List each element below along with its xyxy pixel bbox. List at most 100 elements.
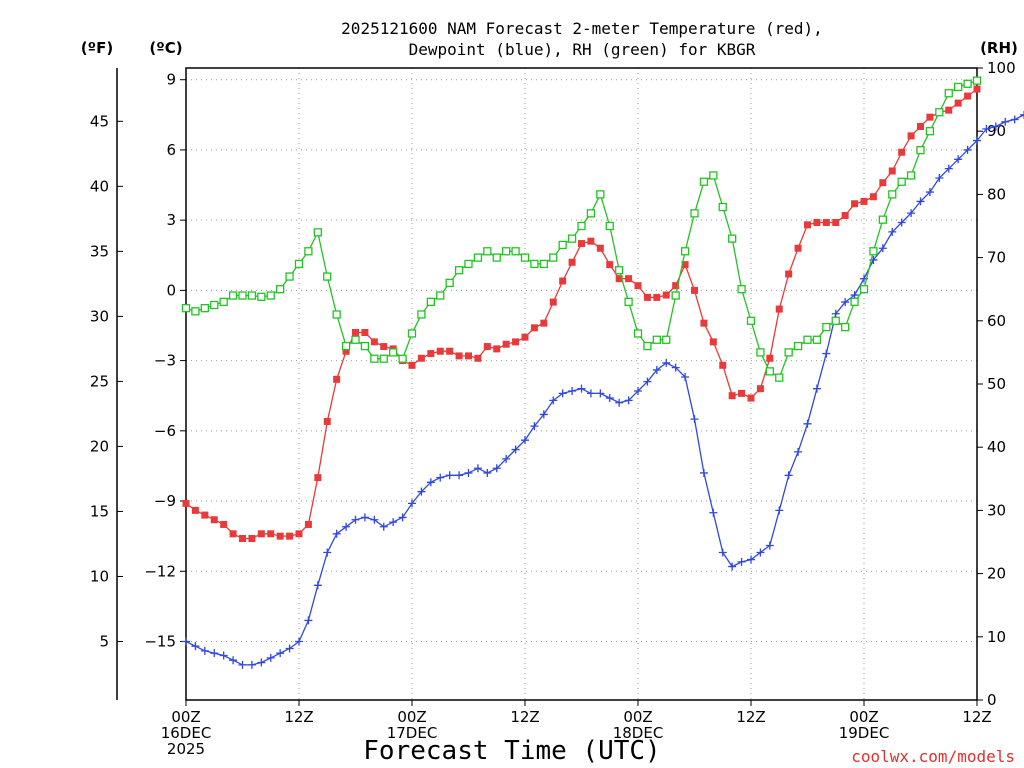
data-point xyxy=(587,237,595,245)
data-point xyxy=(530,259,539,269)
data-point xyxy=(784,348,793,357)
data-point xyxy=(690,415,699,424)
fahrenheit-tick-label: 35 xyxy=(90,242,109,260)
data-point xyxy=(483,247,492,256)
data-point xyxy=(699,468,708,477)
data-point xyxy=(182,637,190,646)
data-point xyxy=(596,190,605,199)
data-point xyxy=(181,304,191,313)
data-point xyxy=(906,171,916,180)
data-point xyxy=(634,282,642,290)
x-tick-label: 19DEC xyxy=(839,724,890,742)
data-point xyxy=(888,227,897,236)
rh-tick-label: 70 xyxy=(987,249,1006,267)
data-point xyxy=(540,319,548,327)
data-point xyxy=(643,377,652,386)
data-point xyxy=(257,530,265,538)
data-point xyxy=(502,247,511,256)
data-point xyxy=(775,373,784,382)
data-point xyxy=(672,282,680,290)
data-point xyxy=(785,270,793,278)
data-point xyxy=(426,478,435,487)
data-point xyxy=(926,113,934,121)
data-point xyxy=(596,244,604,252)
celsius-tick-label: 9 xyxy=(166,71,176,89)
data-point xyxy=(803,335,812,344)
data-point xyxy=(342,347,350,355)
data-point xyxy=(586,389,595,398)
data-point xyxy=(680,247,690,256)
data-point xyxy=(888,167,896,175)
data-point xyxy=(964,92,972,100)
x-tick-label: 12Z xyxy=(284,708,313,726)
x-tick-label: 16DEC xyxy=(161,724,212,742)
data-point xyxy=(549,253,558,262)
data-point xyxy=(313,581,322,590)
data-point xyxy=(257,292,266,301)
data-point xyxy=(746,316,756,325)
data-point xyxy=(737,285,746,294)
data-point xyxy=(944,164,953,173)
data-point xyxy=(832,218,840,226)
data-point xyxy=(539,259,548,269)
data-point xyxy=(408,361,416,369)
data-point xyxy=(474,354,482,362)
data-point xyxy=(332,529,341,538)
data-point xyxy=(520,253,530,262)
fahrenheit-tick-label: 25 xyxy=(90,372,109,390)
data-point xyxy=(888,190,897,199)
data-point xyxy=(247,291,257,300)
x-tick-label: 12Z xyxy=(962,708,991,726)
fahrenheit-tick-label: 45 xyxy=(90,112,109,130)
data-point xyxy=(379,522,388,531)
x-tick-label: 2025 xyxy=(167,740,205,758)
data-point xyxy=(935,108,944,117)
data-point xyxy=(445,278,454,288)
data-point xyxy=(370,354,379,363)
data-point xyxy=(558,389,567,398)
data-point xyxy=(954,155,963,164)
data-point xyxy=(558,240,567,250)
data-point xyxy=(944,89,953,98)
data-point xyxy=(417,310,426,319)
data-point xyxy=(493,345,501,353)
data-point xyxy=(521,333,529,341)
data-point xyxy=(295,530,303,538)
data-point xyxy=(304,520,312,528)
data-point xyxy=(267,530,275,538)
data-point xyxy=(361,329,369,337)
x-tick-label: 00Z xyxy=(623,708,652,726)
grid xyxy=(186,68,977,700)
data-point xyxy=(530,422,539,431)
data-point xyxy=(465,352,472,360)
celsius-tick-label: −9 xyxy=(154,492,176,510)
data-point xyxy=(606,261,614,269)
rh-tick-label: 40 xyxy=(987,438,1006,456)
series-relative-humidity xyxy=(181,76,982,382)
data-point xyxy=(210,649,219,658)
fahrenheit-tick-label: 20 xyxy=(90,437,109,455)
data-point xyxy=(360,513,369,522)
left-unit-celsius: (ºC) xyxy=(149,39,182,57)
data-point xyxy=(859,285,869,294)
data-point xyxy=(304,247,313,256)
data-point xyxy=(831,316,840,325)
data-point xyxy=(200,646,209,655)
data-point xyxy=(812,384,821,393)
data-point xyxy=(963,79,972,88)
data-point xyxy=(624,396,633,405)
data-point xyxy=(464,468,473,477)
data-point xyxy=(512,338,520,346)
data-point xyxy=(342,522,351,531)
data-point xyxy=(831,309,840,318)
data-point xyxy=(191,642,200,651)
x-tick-label: 00Z xyxy=(397,708,426,726)
data-point xyxy=(652,335,661,344)
data-point xyxy=(266,653,275,662)
rh-tick-label: 0 xyxy=(987,691,997,709)
celsius-tick-label: −12 xyxy=(144,562,176,580)
data-point xyxy=(492,253,501,262)
data-point xyxy=(662,358,671,367)
rh-tick-label: 10 xyxy=(987,628,1006,646)
